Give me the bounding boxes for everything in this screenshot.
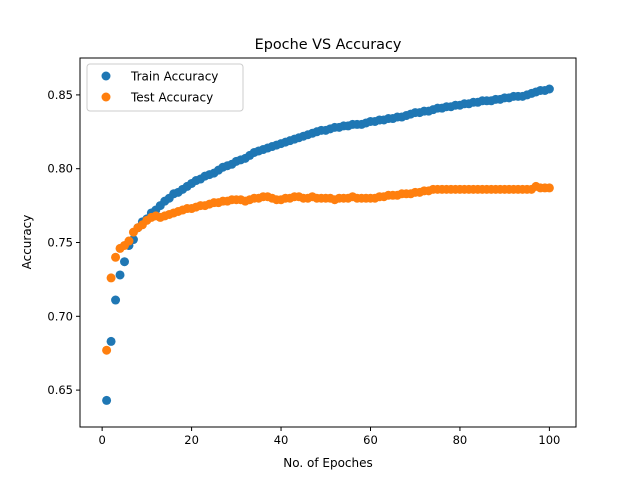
legend-marker-test bbox=[101, 92, 111, 102]
data-point bbox=[115, 270, 125, 280]
chart-title: Epoche VS Accuracy bbox=[255, 37, 402, 53]
y-axis-label: Accuracy bbox=[20, 215, 34, 270]
data-point bbox=[106, 273, 116, 283]
legend-marker-train bbox=[101, 71, 111, 81]
y-tick-label: 0.75 bbox=[47, 236, 73, 250]
data-point bbox=[544, 183, 554, 193]
x-axis: 0 20 40 60 80 100 bbox=[98, 427, 560, 447]
data-point bbox=[106, 336, 116, 346]
legend-box bbox=[86, 63, 244, 112]
legend-label-test: Test Accuracy bbox=[130, 91, 213, 105]
data-point bbox=[111, 252, 121, 262]
data-point bbox=[102, 395, 112, 405]
data-point bbox=[102, 345, 112, 355]
data-point bbox=[124, 236, 134, 246]
series-test bbox=[102, 181, 554, 355]
x-tick-label: 100 bbox=[538, 433, 560, 447]
y-axis: 0.65 0.70 0.75 0.80 0.85 bbox=[47, 88, 80, 397]
x-tick-label: 20 bbox=[184, 433, 199, 447]
data-point bbox=[111, 295, 121, 305]
data-point bbox=[544, 84, 554, 94]
y-tick-label: 0.70 bbox=[47, 309, 73, 323]
x-axis-label: No. of Epoches bbox=[283, 456, 373, 470]
y-tick-label: 0.65 bbox=[47, 383, 73, 397]
x-tick-label: 80 bbox=[453, 433, 468, 447]
x-tick-label: 60 bbox=[363, 433, 378, 447]
data-point bbox=[120, 257, 129, 267]
y-tick-label: 0.85 bbox=[47, 88, 73, 102]
x-tick-label: 0 bbox=[98, 433, 105, 447]
y-tick-label: 0.80 bbox=[47, 162, 73, 176]
x-tick-label: 40 bbox=[274, 433, 289, 447]
points-layer bbox=[102, 84, 554, 405]
legend: Train Accuracy Test Accuracy bbox=[86, 63, 244, 112]
legend-label-train: Train Accuracy bbox=[130, 70, 218, 84]
